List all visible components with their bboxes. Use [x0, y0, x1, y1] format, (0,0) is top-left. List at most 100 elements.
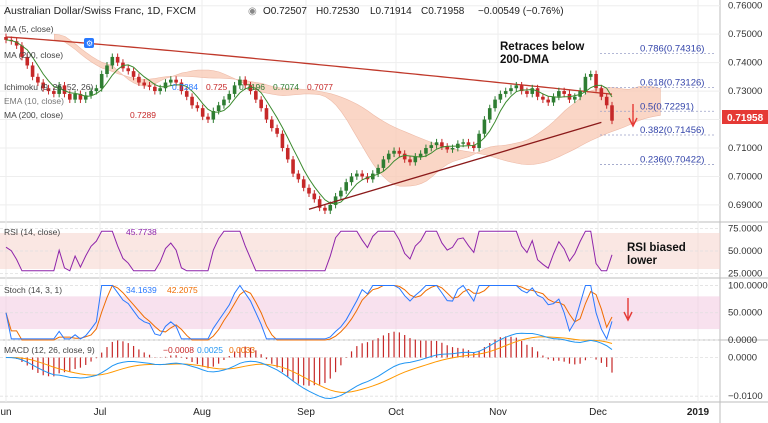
candle-body: [514, 85, 519, 89]
candle-body: [381, 159, 386, 168]
candle-body: [227, 93, 232, 100]
x-tick-label: Sep: [297, 407, 315, 418]
candle-body: [583, 76, 588, 92]
candle-body: [530, 88, 535, 94]
candle-body: [525, 91, 529, 94]
support-trendline: [308, 121, 602, 210]
candle-body: [503, 91, 508, 94]
candle-body: [323, 207, 327, 211]
candle-body: [482, 119, 487, 134]
legend-ma5[interactable]: MA (5, close): [4, 24, 54, 34]
legend-ma5-label: MA (5, close): [4, 24, 54, 34]
candle-body: [174, 79, 178, 83]
candle-body: [147, 85, 152, 87]
candle-body: [370, 173, 375, 180]
candle-body: [402, 153, 407, 160]
candle-body: [535, 88, 540, 97]
candle-body: [216, 105, 221, 111]
candle-body: [168, 79, 173, 83]
legend-rsi-value: 45.7738: [126, 227, 157, 237]
trendline: [308, 121, 602, 210]
candle-body: [4, 37, 8, 40]
candle-body: [471, 145, 476, 148]
ichi-value-4: 0.7074: [273, 82, 299, 92]
y-tick-label: 0.69000: [728, 200, 762, 211]
settings-icon[interactable]: [84, 38, 94, 48]
x-tick-label: Dec: [589, 407, 607, 418]
candle-body: [78, 93, 83, 100]
panel-y-tick: 0.0000: [728, 335, 757, 346]
legend-macd: MACD (12, 26, close, 9): [4, 345, 95, 355]
eye-icon[interactable]: ◉: [248, 6, 257, 17]
legend-macd-v2: 0.0025: [197, 345, 223, 355]
candle-body: [291, 159, 295, 174]
candle-body: [25, 56, 30, 66]
ohlc-open: O0.72507: [263, 6, 307, 17]
last-price-badge: [722, 110, 768, 124]
candle-body: [94, 88, 99, 92]
legend-macd-v3: 0.0033: [229, 345, 255, 355]
candle-body: [99, 74, 104, 89]
rsi-panel: 75.0000 50.0000 25.0000: [0, 224, 762, 280]
fib-label: 0.236(0.70422): [640, 154, 704, 165]
macd-line: [5, 332, 613, 400]
legend-stoch-d: 42.2075: [167, 285, 198, 295]
x-tick-label: Jul: [94, 407, 107, 418]
fib-label: 0.382(0.71456): [640, 125, 704, 136]
candle-body: [519, 85, 524, 92]
candle-body: [269, 119, 274, 129]
panel-y-tick: 100.0000: [728, 280, 768, 291]
candle-body: [46, 88, 51, 92]
candle-body: [562, 91, 566, 94]
legend-macd-v1: −0.0008: [163, 345, 194, 355]
axes-layer: un Jul Aug Sep Oct Nov Dec 2019 0.76000 0.75000 0.…: [0, 1, 762, 418]
candle-body: [493, 99, 497, 109]
fib-label: 0.786(0.74316): [640, 44, 704, 55]
candle-body: [440, 142, 444, 147]
candle-body: [344, 182, 349, 191]
candle-body: [243, 79, 248, 86]
candle-body: [67, 93, 72, 100]
candle-body: [142, 82, 147, 86]
y-tick-label: 0.73000: [728, 86, 762, 97]
candle-body: [131, 71, 136, 77]
candle-body: [461, 142, 465, 144]
candle-body: [158, 88, 162, 92]
candle-body: [20, 45, 24, 57]
x-tick-label: Nov: [489, 407, 507, 418]
candle-body: [487, 108, 492, 120]
candle-body: [546, 99, 551, 103]
candle-body: [264, 108, 269, 120]
legend-stoch-k: 34.1639: [126, 285, 157, 295]
macd-panel: 0.0000 −0.0100: [0, 331, 763, 402]
ohlc-high: H0.72530: [316, 6, 360, 17]
panel-y-tick: 75.0000: [728, 224, 762, 235]
ma5-line: [5, 39, 613, 205]
candle-body: [211, 111, 216, 120]
candle-body: [73, 93, 77, 100]
candle-body: [36, 76, 40, 83]
candle-body: [57, 85, 61, 94]
candle-body: [392, 150, 396, 154]
candle-body: [248, 85, 253, 92]
legend-stoch: Stoch (14, 3, 1): [4, 285, 62, 295]
candle-body: [339, 190, 343, 197]
candle-body: [413, 156, 418, 163]
candle-body: [222, 99, 226, 106]
candle-body: [594, 74, 598, 89]
candle-body: [498, 93, 503, 100]
candle-body: [408, 159, 412, 163]
candle-body: [509, 88, 513, 92]
ma5-path: [5, 39, 613, 205]
candle-body: [541, 96, 545, 100]
candle-body: [477, 133, 481, 148]
candle-body: [557, 91, 561, 97]
candle-body: [466, 142, 471, 146]
x-tick-label: 2019: [687, 407, 710, 418]
candle-body: [195, 105, 200, 109]
candle-body: [280, 133, 285, 148]
candle-body: [275, 128, 279, 134]
x-tick-label: Oct: [388, 407, 404, 418]
